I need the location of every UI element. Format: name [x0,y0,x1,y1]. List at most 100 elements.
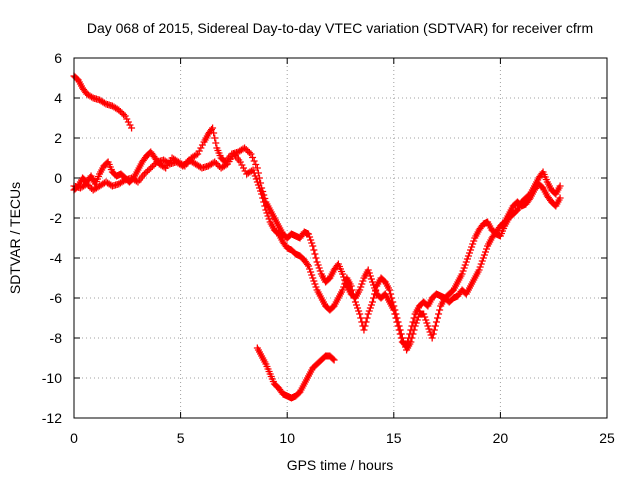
data-point [367,275,375,283]
data-point [309,274,317,282]
x-tick-label: 10 [279,430,295,446]
data-point [305,230,313,238]
data-point [262,206,270,214]
data-point [258,190,266,198]
data-point [306,265,314,273]
series-track-c [70,150,564,354]
data-point [393,314,401,322]
data-point [470,237,478,245]
data-point [118,109,126,117]
data-point [192,151,200,159]
data-point [211,134,219,142]
data-point [198,141,206,149]
data-point [396,326,404,334]
data-point [312,283,320,291]
data-point [340,283,348,291]
y-tick-label: 6 [54,50,62,66]
data-point [239,164,247,172]
data-point [364,310,372,318]
data-point [352,301,360,309]
data-point [214,161,222,169]
data-point [435,310,443,318]
data-point [387,290,395,298]
x-tick-label: 0 [70,430,78,446]
data-point [483,245,491,253]
data-point [370,294,378,302]
data-point [358,280,366,288]
data-point [430,326,438,334]
data-point [245,149,253,156]
data-point [194,150,202,158]
data-point [468,243,476,251]
data-point [330,356,338,364]
data-point [409,318,417,326]
data-point [306,233,314,241]
data-point [140,170,148,178]
data-point [308,271,316,279]
data-point [142,169,150,176]
data-point [425,325,433,333]
data-point [339,286,347,294]
data-point [481,248,489,256]
data-point [211,158,219,166]
data-point [371,290,379,298]
data-point [254,181,262,189]
data-point [412,319,420,327]
data-point [255,174,263,182]
data-point [212,139,220,147]
data-point [179,162,187,170]
data-point [209,124,217,132]
data-point [349,290,357,298]
data-point [116,108,124,115]
data-point [394,318,402,326]
data-point [145,166,153,173]
grid-lines [74,58,607,418]
data-point [399,337,407,345]
x-tick-label: 25 [599,430,615,446]
data-point [242,146,250,153]
data-point [303,261,311,268]
data-point [147,164,155,172]
data-point [356,310,364,318]
data-point [423,319,431,327]
data-point [310,246,318,254]
data-point [252,175,260,183]
data-point [469,240,477,248]
data-point [359,277,367,285]
data-point [249,166,257,174]
data-point [250,169,258,177]
y-tick-label: -12 [42,410,62,426]
data-point [180,161,188,168]
data-point [411,322,419,330]
data-point [253,164,261,172]
data-point [148,163,156,170]
data-point [308,239,316,247]
data-point [370,281,378,289]
data-point [461,261,469,269]
data-point [434,314,442,322]
data-point [428,334,436,342]
data-point [264,212,272,220]
data-point [465,249,473,257]
data-point [356,286,364,294]
data-point [340,273,348,281]
data-point [478,257,486,265]
x-axis-title: GPS time / hours [287,457,394,473]
y-tick-label: 2 [54,130,62,146]
data-point [357,314,365,322]
data-point [372,286,380,294]
data-point [386,286,394,294]
data-point [261,202,269,210]
y-tick-label: -2 [50,210,63,226]
y-tick-label: -10 [42,370,62,386]
data-point [429,330,437,338]
x-tick-label: 5 [177,430,185,446]
data-point [312,254,320,262]
data-point [420,310,428,318]
y-tick-label: 4 [54,90,62,106]
data-point [409,330,417,338]
data-point [314,261,322,269]
data-point [197,144,205,152]
data-point [432,318,440,326]
